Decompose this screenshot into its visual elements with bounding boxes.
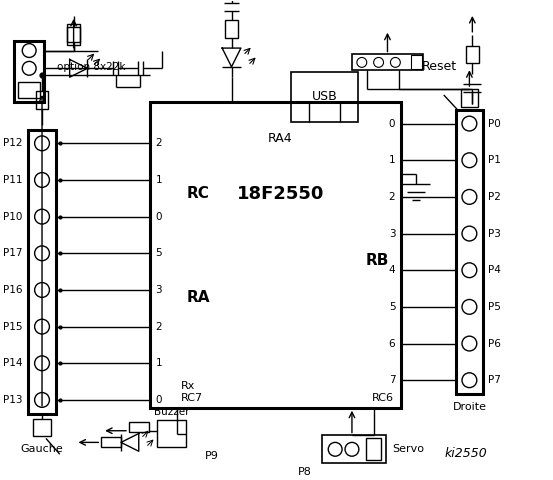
Bar xyxy=(33,419,51,436)
Text: RA: RA xyxy=(187,290,211,305)
Text: ki2550: ki2550 xyxy=(444,447,487,460)
Text: option 8x22k: option 8x22k xyxy=(57,62,126,72)
Circle shape xyxy=(35,209,49,224)
Text: P3: P3 xyxy=(488,228,501,239)
Text: RC6: RC6 xyxy=(372,393,393,403)
Text: P4: P4 xyxy=(488,265,501,275)
Bar xyxy=(28,130,56,414)
Circle shape xyxy=(462,190,477,204)
Bar xyxy=(129,422,149,432)
Circle shape xyxy=(35,393,49,408)
Circle shape xyxy=(22,61,36,75)
Circle shape xyxy=(35,136,49,151)
Circle shape xyxy=(462,336,477,351)
Circle shape xyxy=(35,283,49,298)
Bar xyxy=(225,21,238,38)
Text: P14: P14 xyxy=(3,358,22,368)
Circle shape xyxy=(35,319,49,334)
Text: RC: RC xyxy=(187,186,210,201)
Text: P15: P15 xyxy=(3,322,22,332)
Text: P11: P11 xyxy=(3,175,22,185)
Text: P12: P12 xyxy=(3,138,22,148)
Circle shape xyxy=(357,58,367,67)
Text: P9: P9 xyxy=(205,451,219,461)
Circle shape xyxy=(35,246,49,261)
Circle shape xyxy=(462,226,477,241)
Text: 2: 2 xyxy=(155,322,162,332)
Text: P10: P10 xyxy=(3,212,22,222)
Text: P0: P0 xyxy=(488,119,501,129)
Bar xyxy=(156,420,186,447)
Circle shape xyxy=(462,373,477,388)
Circle shape xyxy=(390,58,400,67)
Circle shape xyxy=(22,44,36,58)
Text: P1: P1 xyxy=(488,155,501,165)
Text: P6: P6 xyxy=(488,338,501,348)
Bar xyxy=(150,102,401,408)
Circle shape xyxy=(35,356,49,371)
Bar xyxy=(35,91,49,109)
Text: 5: 5 xyxy=(155,248,162,258)
Bar xyxy=(14,41,44,102)
Text: Rx: Rx xyxy=(181,381,196,391)
Text: Servo: Servo xyxy=(393,444,424,454)
Circle shape xyxy=(328,443,342,456)
Text: 6: 6 xyxy=(389,338,395,348)
Bar xyxy=(456,110,483,394)
Text: P16: P16 xyxy=(3,285,22,295)
Text: 3: 3 xyxy=(155,285,162,295)
Bar xyxy=(366,438,380,460)
Text: USB: USB xyxy=(311,90,337,103)
Text: 1: 1 xyxy=(389,155,395,165)
Circle shape xyxy=(462,116,477,131)
Text: RA4: RA4 xyxy=(268,132,293,145)
Bar xyxy=(101,437,121,447)
Text: P13: P13 xyxy=(3,395,22,405)
Circle shape xyxy=(35,173,49,187)
Text: 0: 0 xyxy=(389,119,395,129)
Text: 2: 2 xyxy=(155,138,162,148)
Text: RB: RB xyxy=(366,253,389,268)
Circle shape xyxy=(374,58,384,67)
Text: 1: 1 xyxy=(155,358,162,368)
Text: 3: 3 xyxy=(389,228,395,239)
Circle shape xyxy=(345,443,359,456)
Circle shape xyxy=(462,153,477,168)
Text: 18F2550: 18F2550 xyxy=(237,185,324,203)
Text: P8: P8 xyxy=(298,467,311,477)
Bar xyxy=(291,72,358,121)
Text: Buzzer: Buzzer xyxy=(154,407,189,417)
Bar xyxy=(67,27,80,45)
Text: 5: 5 xyxy=(389,302,395,312)
Circle shape xyxy=(462,300,477,314)
Bar xyxy=(18,82,40,98)
Text: RC7: RC7 xyxy=(181,393,204,403)
Text: 0: 0 xyxy=(155,212,162,222)
Bar xyxy=(411,56,422,69)
Text: P7: P7 xyxy=(488,375,501,385)
Bar xyxy=(67,24,80,42)
Bar xyxy=(322,435,387,463)
Text: Reset: Reset xyxy=(421,60,457,73)
Bar xyxy=(466,46,479,63)
Text: P5: P5 xyxy=(488,302,501,312)
Circle shape xyxy=(462,263,477,277)
Text: 1: 1 xyxy=(155,175,162,185)
Text: 4: 4 xyxy=(389,265,395,275)
Text: P17: P17 xyxy=(3,248,22,258)
Text: Droite: Droite xyxy=(452,402,487,412)
Bar xyxy=(461,89,478,107)
Bar xyxy=(352,55,423,70)
Text: Gauche: Gauche xyxy=(20,444,64,455)
Text: P2: P2 xyxy=(488,192,501,202)
Text: 0: 0 xyxy=(155,395,162,405)
Text: 2: 2 xyxy=(389,192,395,202)
Text: 7: 7 xyxy=(389,375,395,385)
